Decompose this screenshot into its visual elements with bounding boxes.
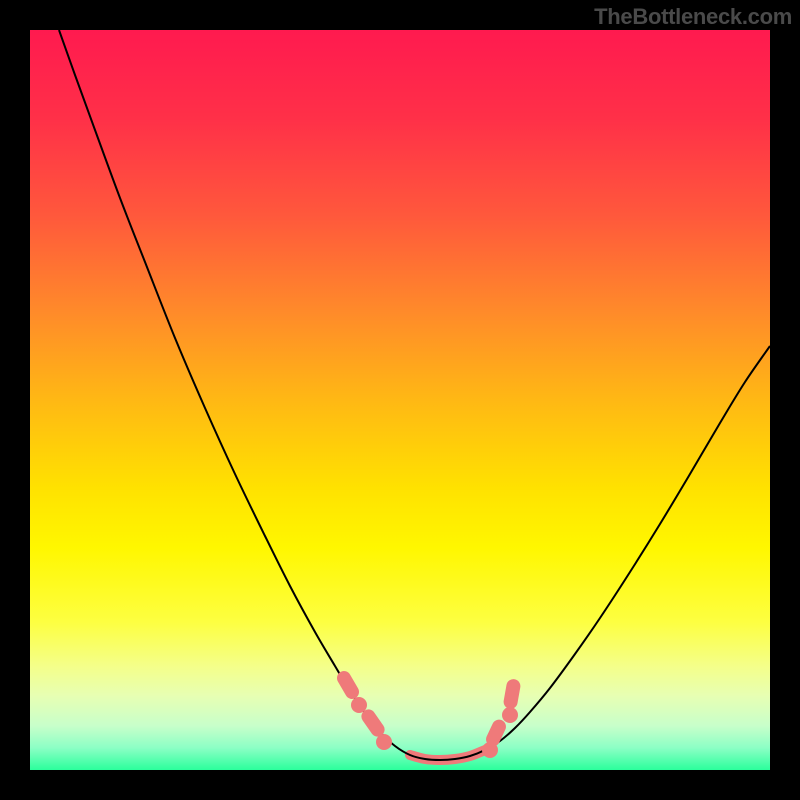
curve-marker-left-lower xyxy=(359,707,392,750)
curve-marker-left-upper xyxy=(334,669,367,713)
chart-container: TheBottleneck.com xyxy=(0,0,800,800)
chart-overlay-svg xyxy=(30,30,770,770)
marker-dot xyxy=(482,742,498,758)
bottleneck-curve xyxy=(59,30,770,760)
curve-markers-group xyxy=(334,669,521,758)
curve-marker-right-upper xyxy=(502,678,521,723)
attribution-label: TheBottleneck.com xyxy=(594,4,792,30)
marker-dot xyxy=(502,707,518,723)
marker-dot xyxy=(376,734,392,750)
marker-capsule xyxy=(503,678,522,710)
